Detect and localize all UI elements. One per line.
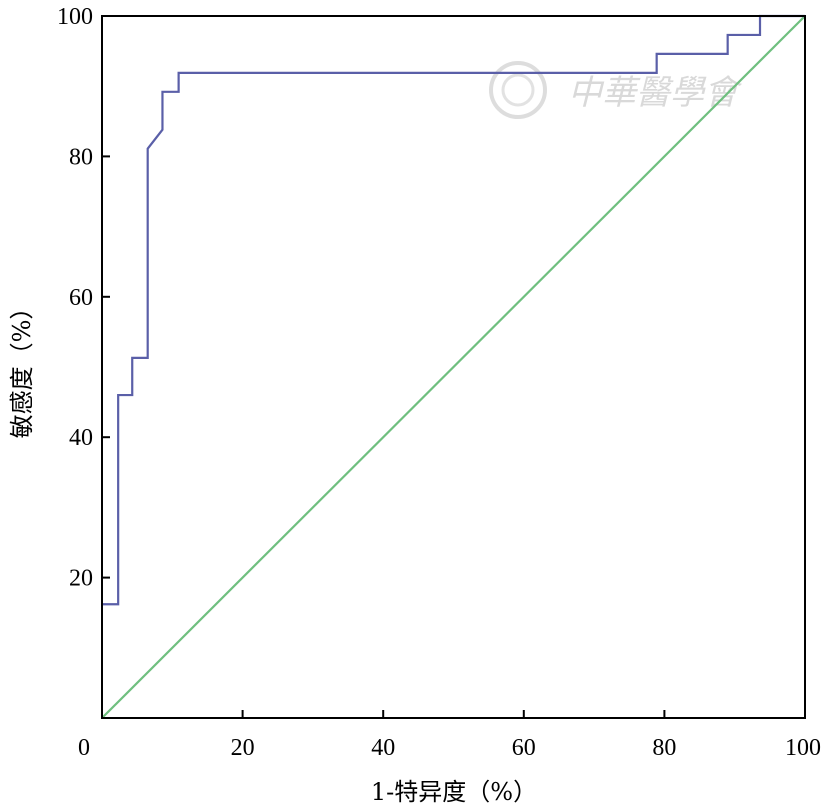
y-tick-label: 100 xyxy=(57,4,93,30)
y-tick-label: 80 xyxy=(69,144,93,170)
x-axis-ticks: 0 20 40 60 80 100 xyxy=(78,710,821,761)
watermark-seal-icon xyxy=(489,61,547,119)
watermark: 中華醫學會 xyxy=(489,61,743,119)
x-axis-label: 1-特异度（%） xyxy=(371,778,537,805)
y-axis-ticks: 20 40 60 80 100 xyxy=(57,4,110,592)
y-tick-label: 40 xyxy=(69,425,93,451)
x-tick-label: 0 xyxy=(78,735,90,761)
reference-line-layer xyxy=(101,15,806,719)
reference-line xyxy=(101,15,806,719)
watermark-seal-inner-icon xyxy=(501,73,535,107)
y-axis-label: 敏感度（%） xyxy=(8,296,36,439)
y-tick-label: 60 xyxy=(69,285,93,311)
plot-frame xyxy=(101,15,806,719)
y-tick-label: 20 xyxy=(69,566,93,592)
x-tick-label: 100 xyxy=(785,735,821,761)
roc-curve-layer xyxy=(102,14,805,606)
x-tick-label: 60 xyxy=(512,735,536,761)
watermark-text: 中華醫學會 xyxy=(568,73,743,113)
x-tick-label: 80 xyxy=(652,735,676,761)
x-tick-label: 40 xyxy=(371,735,395,761)
roc-curve xyxy=(102,14,805,606)
x-tick-label: 20 xyxy=(231,735,255,761)
